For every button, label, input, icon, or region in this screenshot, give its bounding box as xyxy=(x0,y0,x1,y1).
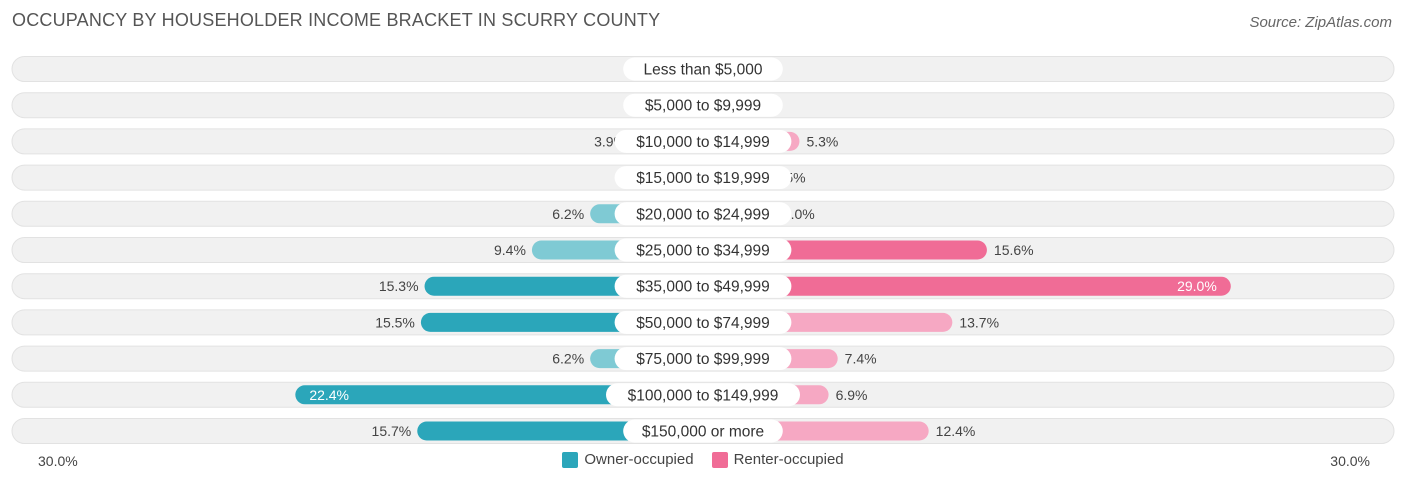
category-label: $25,000 to $34,999 xyxy=(636,243,770,260)
category-pill xyxy=(623,57,783,81)
category-label: $15,000 to $19,999 xyxy=(636,170,770,187)
category-pill xyxy=(614,202,792,226)
axis-left-label: 30.0% xyxy=(38,453,78,469)
category-pill xyxy=(614,129,792,153)
axis-right-label: 30.0% xyxy=(1330,453,1370,469)
legend-item-owner: Owner-occupied xyxy=(562,451,694,468)
renter-value-label: 15.6% xyxy=(994,242,1034,258)
legend: Owner-occupied Renter-occupied xyxy=(0,451,1406,468)
owner-value-label: 15.7% xyxy=(372,423,412,439)
owner-value-label: 22.4% xyxy=(309,387,349,403)
renter-value-label: 29.0% xyxy=(1177,278,1217,294)
category-label: $75,000 to $99,999 xyxy=(636,351,770,368)
legend-swatch-owner xyxy=(562,451,579,468)
renter-value-label: 13.7% xyxy=(959,314,999,330)
source-label: Source: ZipAtlas.com xyxy=(1249,14,1392,31)
owner-value-label: 6.2% xyxy=(552,206,584,222)
renter-value-label: 4.0% xyxy=(783,206,815,222)
category-label: $100,000 to $149,999 xyxy=(628,387,779,404)
renter-value-label: 6.9% xyxy=(836,387,868,403)
legend-item-renter: Renter-occupied xyxy=(711,451,844,468)
renter-bar xyxy=(703,276,1231,296)
category-pill xyxy=(614,166,792,190)
category-pill xyxy=(623,419,783,443)
category-pill xyxy=(614,274,792,298)
owner-value-label: 15.5% xyxy=(375,314,415,330)
legend-label-owner: Owner-occupied xyxy=(584,451,694,468)
category-label: Less than $5,000 xyxy=(644,62,763,79)
category-label: $10,000 to $14,999 xyxy=(636,134,770,151)
category-label: $20,000 to $24,999 xyxy=(636,206,770,223)
owner-value-label: 15.3% xyxy=(379,278,419,294)
chart-title: OCCUPANCY BY HOUSEHOLDER INCOME BRACKET … xyxy=(12,10,661,30)
category-label: $150,000 or more xyxy=(642,424,764,441)
owner-bar xyxy=(295,385,703,405)
category-pill xyxy=(614,310,792,334)
category-pill xyxy=(623,93,783,117)
renter-value-label: 7.4% xyxy=(845,351,877,367)
category-pill xyxy=(606,383,800,407)
owner-value-label: 6.2% xyxy=(552,351,584,367)
legend-label-renter: Renter-occupied xyxy=(733,451,844,468)
renter-value-label: 5.3% xyxy=(806,133,838,149)
legend-swatch-renter xyxy=(711,451,728,468)
category-label: $5,000 to $9,999 xyxy=(645,98,761,115)
category-pill xyxy=(614,347,792,371)
renter-value-label: 12.4% xyxy=(936,423,976,439)
owner-value-label: 9.4% xyxy=(494,242,526,258)
category-pill xyxy=(614,238,792,262)
category-label: $50,000 to $74,999 xyxy=(636,315,770,332)
category-label: $35,000 to $49,999 xyxy=(636,279,770,296)
